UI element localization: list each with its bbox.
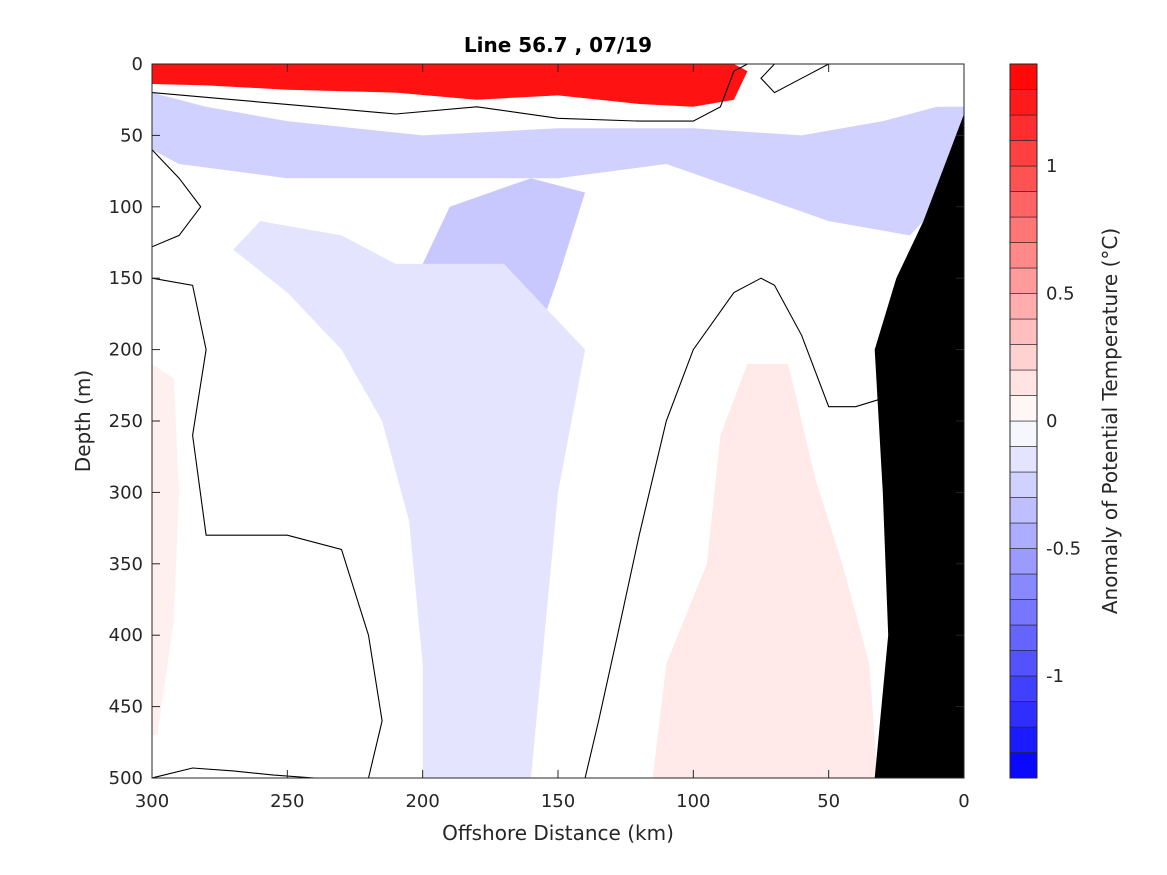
colorbar-segment bbox=[1009, 165, 1038, 192]
anomaly-region-5 bbox=[652, 363, 878, 778]
anomaly-region-4 bbox=[233, 221, 586, 778]
colorbar-segment bbox=[1009, 497, 1038, 524]
y-axis-label: Depth (m) bbox=[71, 370, 95, 472]
y-tick-label: 100 bbox=[109, 197, 143, 218]
colorbar-segment bbox=[1009, 369, 1038, 396]
colorbar-segment bbox=[1009, 446, 1038, 473]
x-tick-label: 0 bbox=[958, 791, 969, 812]
plot-area bbox=[151, 63, 965, 779]
colorbar-segment bbox=[1009, 624, 1038, 651]
colorbar-segment bbox=[1009, 267, 1038, 294]
colorbar-tick-label: 0 bbox=[1046, 411, 1057, 432]
x-tick-label: 100 bbox=[676, 791, 710, 812]
colorbar-segment bbox=[1009, 344, 1038, 371]
colorbar-segment bbox=[1009, 293, 1038, 320]
colorbar-segment bbox=[1009, 471, 1038, 498]
colorbar-segment bbox=[1009, 318, 1038, 345]
bathymetry bbox=[874, 114, 964, 778]
colorbar-segment bbox=[1009, 114, 1038, 141]
colorbar-tick-label: 1 bbox=[1046, 156, 1057, 177]
colorbar-tick-label: 0.5 bbox=[1046, 284, 1075, 305]
colorbar-tick-label: -0.5 bbox=[1046, 539, 1081, 560]
colorbar-segment bbox=[1009, 63, 1038, 90]
x-axis-label: Offshore Distance (km) bbox=[442, 821, 674, 845]
y-tick-label: 250 bbox=[109, 411, 143, 432]
x-axis-ticks: 300 250 200 150 100 50 0 bbox=[135, 64, 970, 812]
x-tick-label: 300 bbox=[135, 791, 169, 812]
colorbar-segment bbox=[1009, 573, 1038, 600]
colorbar-segment bbox=[1009, 701, 1038, 728]
colorbar: -1 -0.5 0 0.5 1 bbox=[1009, 63, 1081, 779]
colorbar-segment bbox=[1009, 140, 1038, 167]
colorbar-segment bbox=[1009, 522, 1038, 549]
anomaly-fields bbox=[152, 64, 964, 778]
chart-title: Line 56.7 , 07/19 bbox=[464, 33, 652, 57]
bathymetry-shape bbox=[874, 114, 964, 778]
y-tick-label: 450 bbox=[109, 697, 143, 718]
colorbar-label: Anomaly of Potential Temperature (°C) bbox=[1098, 228, 1122, 614]
colorbar-segment bbox=[1009, 548, 1038, 575]
zero-contours bbox=[152, 64, 889, 778]
zero-contour-line bbox=[760, 64, 829, 94]
zero-contour-line bbox=[584, 277, 889, 778]
x-tick-label: 250 bbox=[270, 791, 304, 812]
zero-contour-line bbox=[152, 64, 748, 122]
colorbar-segment bbox=[1009, 420, 1038, 447]
y-tick-label: 50 bbox=[120, 125, 143, 146]
y-tick-label: 150 bbox=[109, 268, 143, 289]
colorbar-segment bbox=[1009, 675, 1038, 702]
anomaly-region-6 bbox=[152, 363, 180, 736]
y-tick-label: 300 bbox=[109, 482, 143, 503]
y-tick-label: 200 bbox=[109, 340, 143, 361]
zero-contour-line bbox=[152, 149, 202, 248]
colorbar-segment bbox=[1009, 191, 1038, 218]
anomaly-region-1 bbox=[152, 64, 748, 107]
x-tick-label: 50 bbox=[817, 791, 840, 812]
x-tick-label: 200 bbox=[405, 791, 439, 812]
x-tick-label: 150 bbox=[541, 791, 575, 812]
colorbar-segment bbox=[1009, 726, 1038, 753]
y-tick-label: 350 bbox=[109, 554, 143, 575]
colorbar-segment bbox=[1009, 242, 1038, 269]
anomaly-region-2 bbox=[152, 92, 964, 236]
y-tick-label: 0 bbox=[132, 54, 143, 75]
y-tick-label: 400 bbox=[109, 625, 143, 646]
y-axis-ticks: 0 50 100 150 200 250 300 350 400 450 500 bbox=[109, 54, 964, 789]
colorbar-segment bbox=[1009, 395, 1038, 422]
colorbar-segment bbox=[1009, 752, 1038, 779]
colorbar-segment bbox=[1009, 89, 1038, 116]
y-tick-label: 500 bbox=[109, 768, 143, 789]
colorbar-segment bbox=[1009, 599, 1038, 626]
zero-contour-line bbox=[152, 277, 383, 778]
colorbar-segment bbox=[1009, 650, 1038, 677]
colorbar-frame bbox=[1009, 63, 1038, 779]
colorbar-tick-label: -1 bbox=[1046, 666, 1064, 687]
colorbar-segment bbox=[1009, 216, 1038, 243]
